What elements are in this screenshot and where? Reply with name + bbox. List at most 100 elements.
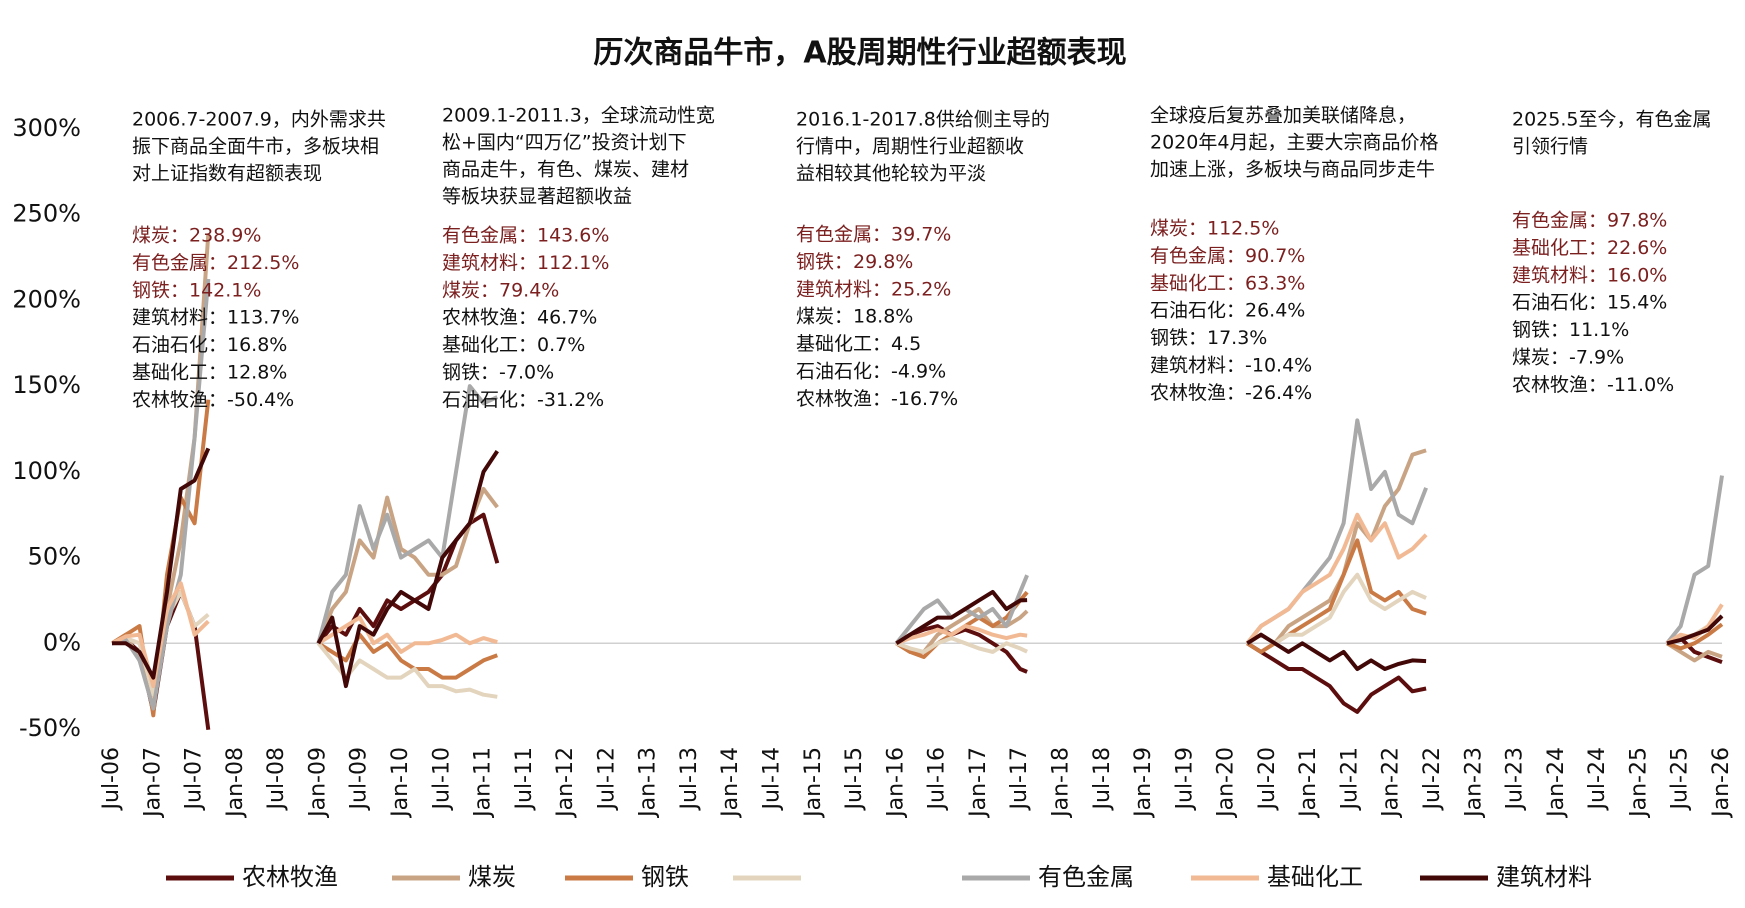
annotation-item: 有色金属：39.7%	[796, 224, 951, 246]
legend-label: 农林牧渔	[242, 863, 338, 891]
annotation-text: 加速上涨，多板块与商品同步走牛	[1150, 159, 1435, 181]
x-tick-label: Jul-19	[1172, 747, 1197, 811]
annotation-item: 农林牧渔：-16.7%	[796, 388, 958, 410]
annotation-item: 建筑材料：-10.4%	[1150, 355, 1312, 377]
annotation-item: 钢铁：-7.0%	[442, 362, 554, 384]
y-tick-label: -50%	[19, 714, 81, 742]
annotation-item: 建筑材料：112.1%	[442, 252, 609, 274]
annotation-item: 煤炭：79.4%	[442, 279, 559, 301]
x-tick-label: Jan-12	[553, 747, 578, 819]
annotation-text: 等板块获显著超额收益	[442, 186, 632, 208]
series-line	[111, 512, 1724, 689]
chart-title: 历次商品牛市，A股周期性行业超额表现	[593, 36, 1126, 71]
annotation-item: 钢铁：29.8%	[796, 251, 913, 273]
y-tick-label: 150%	[12, 371, 81, 399]
legend-label: 建筑材料	[1496, 863, 1592, 891]
x-tick-label: Jan-14	[718, 747, 743, 819]
annotation-item: 石油石化：15.4%	[1512, 292, 1667, 314]
x-tick-label: Jan-19	[1131, 747, 1156, 819]
y-tick-label: 100%	[12, 457, 81, 485]
legend-label: 钢铁	[641, 863, 689, 891]
annotation-text: 对上证指数有超额表现	[132, 163, 322, 185]
x-tick-label: Jan-17	[966, 747, 991, 819]
x-tick-label: Jan-24	[1544, 747, 1569, 819]
annotation-text: 松+国内“四万亿”投资计划下	[442, 132, 687, 154]
x-tick-label: Jan-11	[471, 747, 496, 819]
annotation-item: 基础化工：22.6%	[1512, 237, 1667, 259]
x-tick-label: Jul-13	[677, 747, 702, 811]
annotation-item: 钢铁：142.1%	[132, 279, 261, 301]
x-tick-label: Jan-10	[388, 747, 413, 819]
x-tick-label: Jan-13	[636, 747, 661, 819]
annotation-text: 2025.5至今，有色金属	[1512, 109, 1711, 131]
annotation-item: 有色金属：212.5%	[132, 252, 299, 274]
annotation-item: 建筑材料：25.2%	[796, 278, 951, 300]
x-tick-label: Jul-14	[760, 747, 785, 811]
x-tick-label: Jul-20	[1255, 747, 1280, 811]
series-line	[110, 233, 1723, 697]
series-line	[112, 447, 1724, 689]
y-tick-label: 300%	[12, 114, 81, 142]
annotation-text: 引领行情	[1512, 136, 1588, 158]
annotation-text: 商品走牛，有色、煤炭、建材	[442, 159, 689, 181]
x-tick-label: Jul-24	[1585, 747, 1610, 811]
legend-label: 煤炭	[468, 863, 516, 891]
annotation-item: 基础化工：63.3%	[1150, 272, 1305, 294]
x-tick-label: Jul-15	[842, 747, 867, 811]
annotation-text: 行情中，周期性行业超额收	[796, 136, 1024, 158]
annotation-item: 有色金属：143.6%	[442, 225, 609, 247]
annotation-text: 益相较其他轮较为平淡	[796, 163, 986, 185]
x-tick-label: Jul-06	[99, 747, 124, 811]
x-tick-label: Jan-23	[1461, 747, 1486, 819]
annotation-item: 建筑材料：113.7%	[132, 307, 299, 329]
legend-label: 基础化工	[1267, 863, 1363, 891]
x-tick-label: Jul-25	[1668, 747, 1693, 811]
annotation-item: 煤炭：112.5%	[1150, 218, 1279, 240]
x-tick-label: Jan-08	[223, 747, 248, 819]
x-tick-label: Jan-25	[1626, 747, 1651, 819]
annotation-item: 农林牧渔：46.7%	[442, 307, 597, 329]
annotation-item: 有色金属：97.8%	[1512, 210, 1667, 232]
annotation-item: 钢铁：11.1%	[1512, 319, 1629, 341]
annotation-item: 煤炭：18.8%	[796, 306, 913, 328]
annotation-text: 2016.1-2017.8供给侧主导的	[796, 109, 1050, 131]
y-tick-label: 200%	[12, 285, 81, 313]
annotation-text: 振下商品全面牛市，多板块相	[132, 136, 379, 158]
annotation-text: 2020年4月起，主要大宗商品价格	[1150, 132, 1438, 154]
annotation-item: 石油石化：26.4%	[1150, 300, 1305, 322]
x-tick-label: Jan-15	[801, 747, 826, 819]
legend-label: 有色金属	[1038, 863, 1134, 891]
annotation-item: 石油石化：-4.9%	[796, 361, 946, 383]
x-tick-label: Jul-11	[512, 747, 537, 811]
annotation-item: 农林牧渔：-26.4%	[1150, 382, 1312, 404]
y-tick-label: 50%	[28, 543, 81, 571]
x-tick-label: Jul-17	[1007, 747, 1032, 811]
annotation-item: 石油石化：16.8%	[132, 334, 287, 356]
x-tick-label: Jul-22	[1420, 747, 1445, 811]
x-tick-label: Jan-07	[140, 747, 165, 819]
annotation-item: 钢铁：17.3%	[1150, 327, 1267, 349]
x-tick-label: Jul-12	[594, 747, 619, 811]
x-tick-label: Jul-16	[925, 747, 950, 811]
x-tick-label: Jul-23	[1503, 747, 1528, 811]
x-tick-label: Jan-21	[1296, 747, 1321, 819]
x-tick-label: Jan-16	[883, 747, 908, 819]
annotation-item: 石油石化：-31.2%	[442, 389, 604, 411]
annotation-item: 基础化工：12.8%	[132, 362, 287, 384]
annotation-text: 2009.1-2011.3，全球流动性宽	[442, 105, 715, 127]
annotation-item: 煤炭：-7.9%	[1512, 347, 1624, 369]
x-tick-label: Jan-26	[1709, 747, 1734, 819]
x-tick-label: Jan-18	[1048, 747, 1073, 819]
annotation-item: 煤炭：238.9%	[132, 225, 261, 247]
x-tick-label: Jul-08	[264, 747, 289, 811]
annotation-item: 建筑材料：16.0%	[1512, 264, 1667, 286]
annotation-item: 基础化工：0.7%	[442, 334, 585, 356]
annotation-text: 全球疫后复苏叠加美联储降息，	[1150, 105, 1416, 127]
x-tick-label: Jul-18	[1090, 747, 1115, 811]
annotation-text: 2006.7-2007.9，内外需求共	[132, 109, 386, 131]
x-tick-label: Jul-07	[182, 747, 207, 811]
y-tick-label: 250%	[12, 200, 81, 228]
y-tick-label: 0%	[43, 628, 81, 656]
x-tick-label: Jan-22	[1379, 747, 1404, 819]
